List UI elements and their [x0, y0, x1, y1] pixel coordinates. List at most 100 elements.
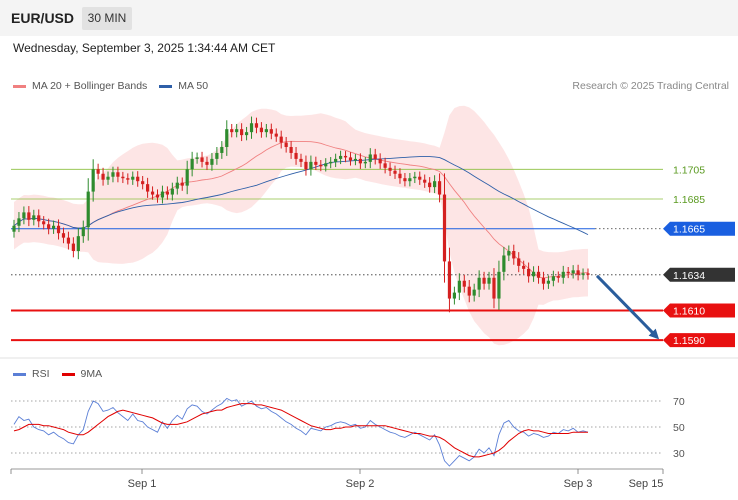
- candle: [37, 209, 41, 228]
- candle: [462, 274, 466, 293]
- candle: [348, 152, 353, 166]
- candle-body: [86, 191, 90, 228]
- candle: [141, 175, 145, 190]
- candle: [502, 246, 506, 281]
- candle-body: [576, 270, 580, 275]
- candle-body: [200, 157, 204, 162]
- candle: [264, 123, 268, 138]
- rsi-ma-legend-label: 9MA: [80, 368, 103, 380]
- ma20-legend-label: MA 20 + Bollinger Bands: [32, 80, 148, 92]
- candle-body: [487, 277, 491, 284]
- candle: [27, 206, 31, 227]
- candle-body: [536, 271, 541, 278]
- rsi-level-label-50: 50: [673, 422, 685, 434]
- candle-body: [37, 215, 41, 222]
- candle: [47, 218, 51, 235]
- candle-body: [324, 163, 328, 167]
- candle: [215, 147, 219, 165]
- candle-body: [294, 152, 298, 159]
- candle-body: [81, 227, 85, 237]
- candle-body: [551, 276, 555, 281]
- candle: [289, 141, 293, 159]
- candle: [398, 168, 402, 184]
- candle-body: [205, 161, 209, 165]
- candle: [12, 219, 16, 238]
- candle-body: [47, 224, 51, 229]
- candle-body: [457, 280, 461, 293]
- candle-body: [235, 129, 239, 133]
- candle: [512, 244, 516, 265]
- candle-body: [27, 212, 31, 220]
- ma50-swatch: [159, 84, 173, 88]
- candle: [180, 177, 184, 191]
- candle: [96, 163, 100, 180]
- timeframe-button[interactable]: 30 MIN: [82, 7, 132, 30]
- candle: [160, 185, 165, 204]
- candle-body: [358, 158, 362, 164]
- candle-body: [571, 270, 575, 274]
- candle-body: [447, 261, 452, 299]
- candle-body: [314, 161, 318, 165]
- candle-body: [279, 136, 283, 143]
- candle-body: [299, 158, 303, 162]
- candle: [428, 177, 432, 193]
- candle-body: [363, 161, 367, 164]
- candle: [284, 136, 288, 153]
- candle-body: [309, 161, 313, 170]
- candle: [42, 216, 46, 230]
- candle: [170, 182, 174, 201]
- candle-body: [96, 169, 100, 174]
- candle: [220, 141, 224, 159]
- bollinger-band: [14, 105, 588, 346]
- x-tick-label: Sep 15: [629, 478, 664, 490]
- candle: [294, 147, 298, 165]
- candle: [91, 159, 95, 202]
- level-tag-1.1590: [663, 333, 735, 348]
- candle-body: [165, 191, 169, 195]
- candle: [472, 283, 476, 302]
- candle: [185, 160, 189, 195]
- candle-body: [472, 289, 476, 296]
- candle-body: [517, 258, 521, 266]
- candle: [551, 270, 555, 287]
- candle-body: [556, 276, 560, 278]
- candle: [195, 152, 199, 164]
- candle-body: [249, 123, 254, 133]
- candle: [165, 186, 169, 200]
- level-label-1.1610: 1.1610: [673, 305, 705, 317]
- candle: [240, 123, 244, 142]
- candle: [150, 186, 155, 200]
- candle: [368, 148, 372, 169]
- candle-body: [150, 191, 155, 195]
- candle-body: [264, 129, 268, 133]
- candle: [81, 220, 85, 243]
- ma20-swatch: [13, 84, 26, 88]
- candle-body: [56, 225, 61, 234]
- candle: [121, 171, 125, 184]
- candle: [131, 171, 135, 185]
- candle: [338, 150, 343, 165]
- candle: [329, 157, 333, 169]
- candle-body: [160, 191, 165, 198]
- forecast-arrow: [595, 274, 660, 340]
- x-tick-label: Sep 2: [346, 478, 375, 490]
- candle: [61, 227, 66, 244]
- candle-body: [413, 176, 417, 179]
- candle: [452, 286, 456, 305]
- candle-body: [418, 176, 422, 180]
- candle: [527, 262, 531, 283]
- candle-body: [269, 129, 273, 134]
- candle: [274, 128, 278, 142]
- candle: [56, 219, 61, 240]
- candle-body: [284, 142, 288, 148]
- candle-body: [240, 129, 244, 136]
- candle-body: [378, 158, 382, 164]
- forecast-arrow-line: [595, 274, 660, 340]
- candle: [581, 268, 585, 280]
- candle: [363, 157, 367, 169]
- x-tick-label: Sep 1: [128, 478, 157, 490]
- chart-datetime: Wednesday, September 3, 2025 1:34:44 AM …: [13, 41, 276, 55]
- candle-body: [561, 271, 565, 278]
- candle: [155, 189, 160, 203]
